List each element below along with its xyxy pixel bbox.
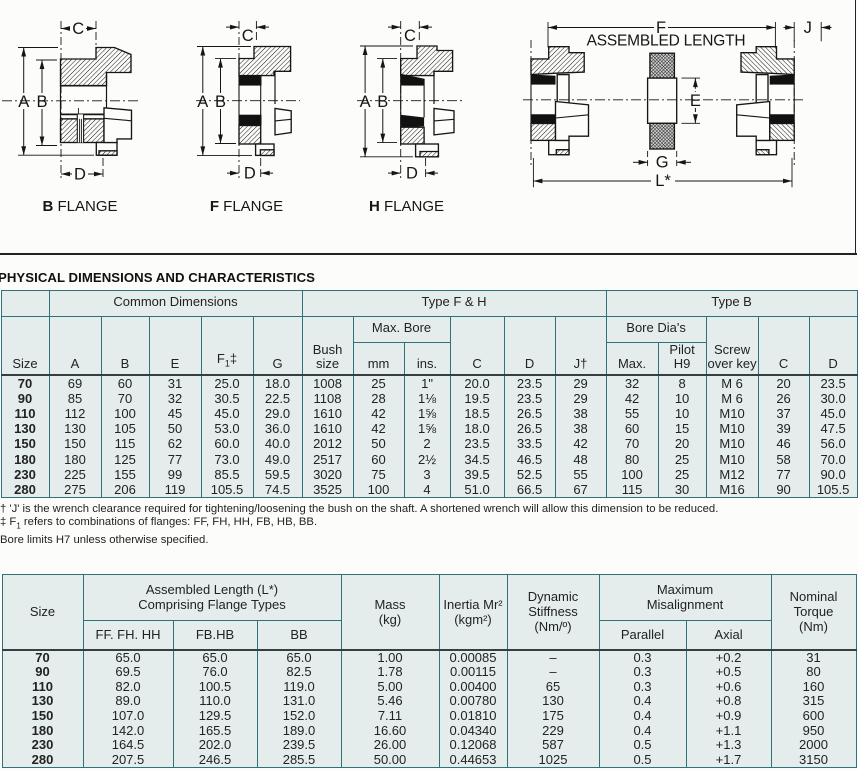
- svg-text:C: C: [242, 27, 254, 45]
- svg-text:F: F: [656, 19, 666, 37]
- svg-text:D: D: [244, 165, 256, 183]
- svg-text:B: B: [215, 93, 226, 111]
- svg-text:ASSEMBLED LENGTH: ASSEMBLED LENGTH: [587, 33, 746, 50]
- svg-text:D: D: [74, 166, 86, 184]
- svg-text:A: A: [360, 93, 371, 111]
- svg-text:J: J: [804, 19, 812, 37]
- svg-text:B: B: [377, 93, 388, 111]
- svg-text:B FLANGE: B FLANGE: [42, 198, 117, 215]
- svg-text:A: A: [197, 93, 208, 111]
- svg-text:F FLANGE: F FLANGE: [210, 198, 283, 215]
- svg-text:G: G: [656, 154, 669, 172]
- svg-text:D: D: [406, 165, 418, 183]
- svg-text:C: C: [72, 20, 84, 38]
- svg-text:E: E: [690, 92, 701, 110]
- svg-text:H FLANGE: H FLANGE: [369, 198, 444, 215]
- svg-text:B: B: [36, 93, 47, 111]
- svg-text:A: A: [18, 93, 29, 111]
- svg-text:C: C: [404, 27, 416, 45]
- svg-text:L*: L*: [655, 172, 671, 190]
